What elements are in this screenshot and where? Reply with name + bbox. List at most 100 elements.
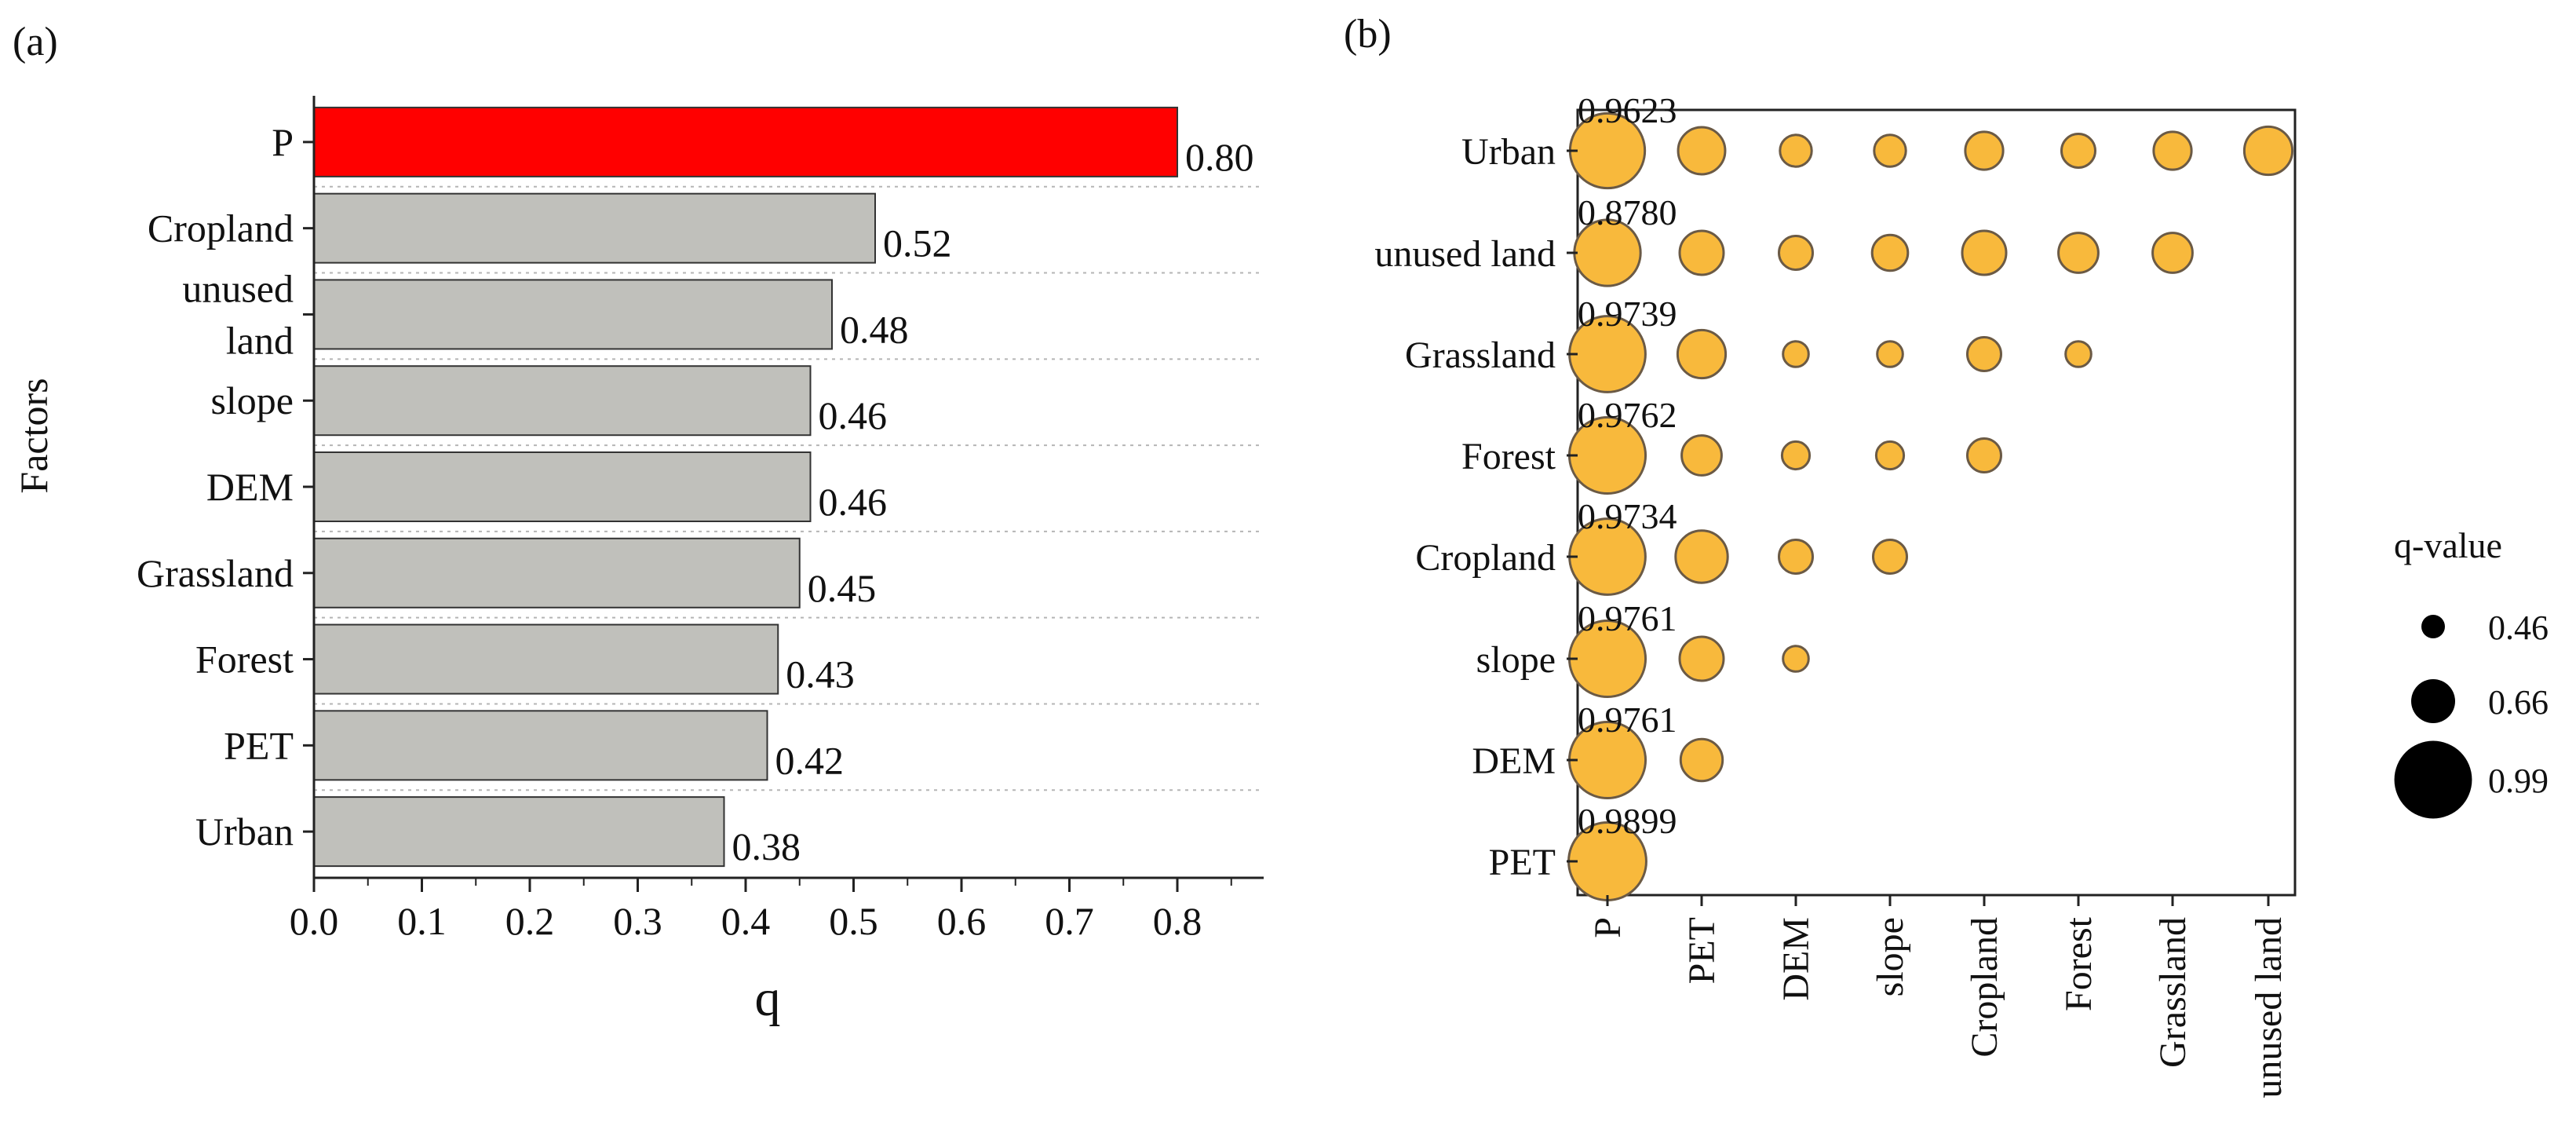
bar-value-label: 0.38 (732, 824, 801, 868)
interaction-bubble (1676, 328, 1728, 380)
legend-size-marker (2411, 679, 2455, 723)
interaction-bubble (1782, 645, 1810, 673)
legend-size-marker (2421, 615, 2445, 638)
col-label: Grassland (2152, 917, 2194, 1068)
interaction-bubble (1873, 133, 1907, 168)
interaction-bubble (1679, 737, 1724, 783)
q-value-annotation: 0.9762 (1578, 395, 1677, 435)
interaction-bubble (1677, 126, 1727, 176)
interaction-bubble (2060, 133, 2096, 169)
interaction-bubble (1674, 529, 1729, 584)
q-value-annotation: 0.9761 (1578, 598, 1677, 638)
col-label: unused land (2248, 917, 2290, 1098)
q-value-annotation: 0.9623 (1578, 90, 1677, 130)
col-label: slope (1870, 917, 1911, 996)
bubble-matrix-chart: 0.9623 0.8780 0.9739 0.9762 0.9734 0.9761 0.97… (1374, 90, 2297, 1098)
bar (313, 192, 876, 264)
bar (313, 710, 768, 781)
interaction-bubble (2242, 125, 2294, 177)
interaction-bubble (2152, 130, 2193, 171)
bar-category-label: unused (182, 266, 294, 310)
interaction-bubble (1678, 229, 1725, 276)
x-tick-label: 0.4 (721, 899, 771, 943)
row-label: Cropland (1415, 537, 1556, 579)
interaction-bubble (1779, 133, 1813, 168)
x-tick-label: 0.8 (1153, 899, 1202, 943)
bar-chart: Factors q P 0.80 Cropland 0.52 unused land 0.4… (12, 96, 1264, 1027)
bar-value-label: 0.42 (775, 738, 845, 782)
x-tick-label: 0.1 (397, 899, 447, 943)
interaction-bubble (1782, 340, 1810, 368)
bar-value-label: 0.48 (840, 307, 909, 351)
interaction-bubble (1964, 130, 2005, 171)
bar-value-label: 0.46 (819, 393, 888, 437)
interaction-bubble (1874, 440, 1906, 471)
interaction-bubble (2057, 232, 2100, 274)
legend-size-label: 0.99 (2488, 762, 2549, 800)
col-label: DEM (1775, 917, 1817, 1001)
row-label: PET (1489, 842, 1556, 883)
q-value-annotation: 0.9739 (1578, 294, 1677, 334)
q-value-annotation: 0.9761 (1578, 700, 1677, 740)
interaction-bubble (1780, 440, 1812, 471)
col-label: Forest (2058, 916, 2100, 1011)
bar (313, 451, 812, 522)
bar-chart-xlabel: q (755, 970, 781, 1027)
x-tick-label: 0.7 (1045, 899, 1094, 943)
bar (313, 796, 725, 868)
legend-title: q-value (2394, 525, 2502, 565)
interaction-bubble (1966, 437, 2002, 473)
bar-value-label: 0.46 (819, 480, 888, 524)
row-label: Forest (1461, 436, 1556, 477)
bar-category-label: Grassland (137, 551, 294, 595)
q-value-annotation: 0.9734 (1578, 496, 1677, 536)
bubble-matrix-frame (1576, 108, 2297, 897)
interaction-bubble (1872, 539, 1908, 575)
bar-value-label: 0.45 (808, 566, 877, 610)
bar-value-label: 0.43 (786, 652, 855, 696)
interaction-bubble (1680, 434, 1723, 477)
interaction-bubble (1966, 336, 2002, 372)
bar (313, 537, 801, 609)
bar-chart-ylabel: Factors (12, 378, 56, 493)
row-label: slope (1476, 639, 1556, 681)
bar-category-label: P (272, 120, 294, 164)
x-tick-label: 0.2 (505, 899, 555, 943)
interaction-bubble (2064, 340, 2093, 368)
interaction-bubble (1778, 235, 1814, 271)
row-label: Urban (1461, 131, 1556, 173)
bar-category-label: PET (224, 723, 294, 767)
interaction-bubble (1778, 539, 1814, 575)
bar (313, 365, 812, 437)
x-tick-label: 0.6 (937, 899, 987, 943)
bar (313, 106, 1178, 177)
q-value-annotation: 0.8780 (1578, 192, 1677, 232)
x-tick-label: 0.3 (613, 899, 662, 943)
bubble-legend: q-value 0.46 0.66 0.99 (2394, 525, 2549, 819)
interaction-bubble (1870, 233, 1910, 272)
bar-category-label: slope (210, 378, 294, 422)
bar-category-label: DEM (206, 465, 294, 509)
interaction-bubble (1876, 340, 1904, 368)
bar-category-label: Forest (195, 638, 294, 682)
bar (313, 623, 779, 695)
col-label: P (1587, 917, 1629, 938)
bar-category-label: Urban (195, 810, 294, 853)
interaction-bubble (1678, 635, 1725, 682)
bar-value-label: 0.80 (1185, 135, 1254, 179)
bar-category-label: Cropland (148, 207, 294, 250)
x-tick-label: 0.0 (290, 899, 339, 943)
legend-size-marker (2394, 740, 2472, 819)
col-label: PET (1681, 917, 1723, 984)
bar-value-label: 0.52 (883, 221, 952, 265)
legend-size-label: 0.46 (2488, 609, 2549, 647)
row-label: Grassland (1405, 334, 1556, 376)
bar-category-label: land (226, 318, 294, 362)
interaction-bubble (2151, 232, 2194, 274)
row-label: unused land (1374, 233, 1556, 275)
bar (313, 279, 833, 350)
panel-a-label: (a) (13, 20, 58, 64)
col-label: Cropland (1964, 917, 2005, 1058)
panel-b-label: (b) (1344, 12, 1392, 57)
